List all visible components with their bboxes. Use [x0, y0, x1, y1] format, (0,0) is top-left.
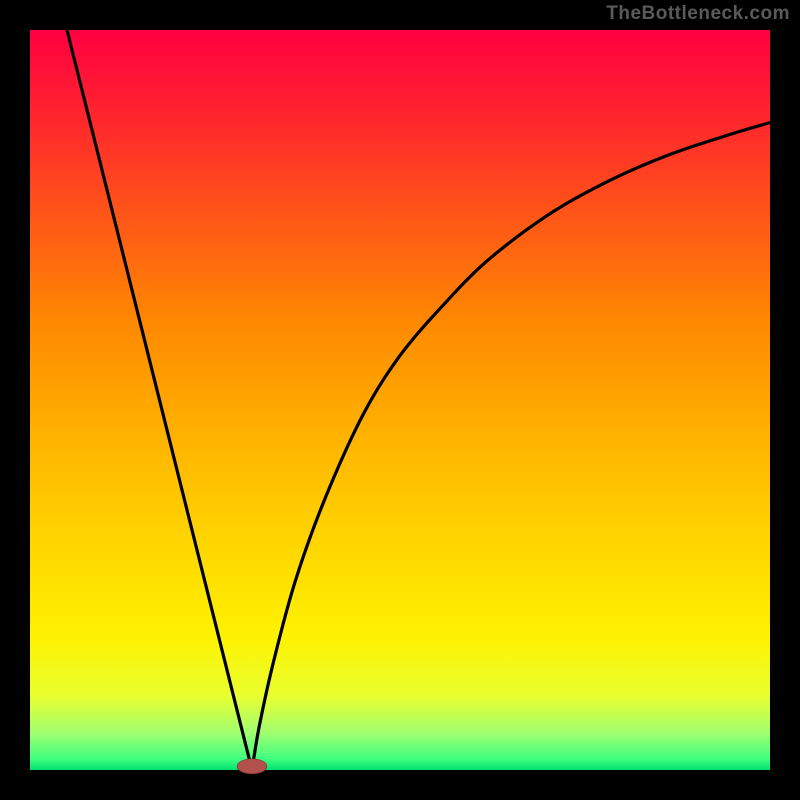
bottleneck-chart [0, 0, 800, 800]
chart-background [30, 30, 770, 770]
watermark-text: TheBottleneck.com [606, 3, 790, 25]
optimal-marker [237, 759, 267, 774]
chart-container: TheBottleneck.com [0, 0, 800, 800]
